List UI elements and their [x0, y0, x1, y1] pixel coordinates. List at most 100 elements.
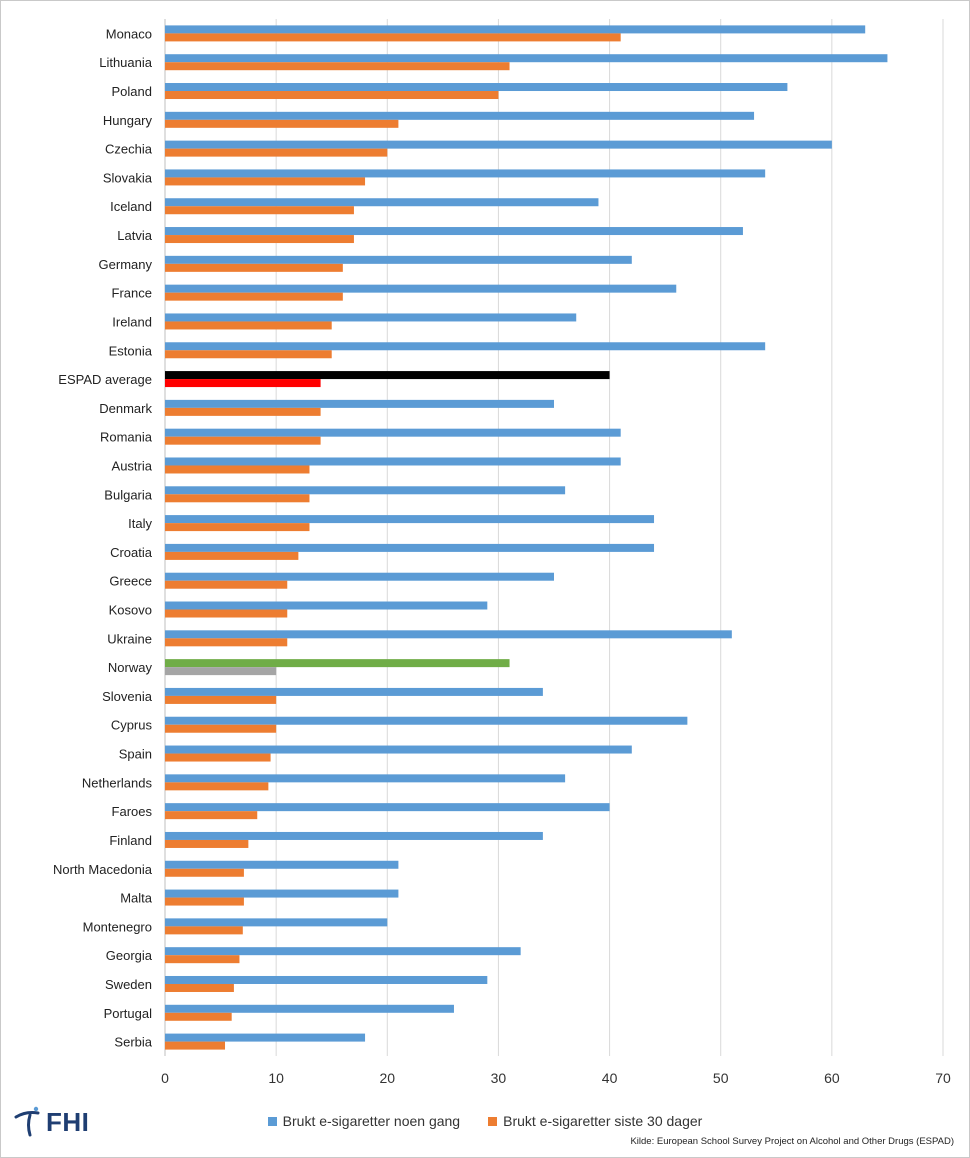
bar-last-30-days [165, 465, 310, 474]
category-label: Spain [119, 747, 152, 762]
category-label: Monaco [106, 26, 152, 41]
category-label: Slovakia [103, 170, 153, 185]
category-label: Netherlands [82, 775, 153, 790]
category-label: Kosovo [109, 603, 152, 618]
bar-ever-used [165, 140, 832, 149]
category-label: Cyprus [111, 718, 153, 733]
category-label: Denmark [99, 401, 152, 416]
category-label: Slovenia [102, 689, 153, 704]
bar-last-30-days [165, 119, 399, 128]
bar-ever-used [165, 313, 577, 322]
category-label: Iceland [110, 199, 152, 214]
bar-ever-used [165, 25, 866, 34]
legend-item-ever-used: Brukt e-sigaretter noen gang [267, 1113, 460, 1129]
category-label: Malta [120, 891, 153, 906]
category-label: Czechia [105, 142, 153, 157]
category-label: Faroes [112, 804, 153, 819]
bar-ever-used [165, 918, 388, 927]
x-tick-label: 70 [935, 1070, 951, 1086]
category-label: Italy [128, 516, 152, 531]
bar-last-30-days [165, 91, 499, 100]
category-label: Norway [108, 660, 153, 675]
bar-last-30-days [165, 580, 288, 589]
bar-ever-used [165, 227, 743, 236]
category-label: France [112, 286, 152, 301]
category-label: Poland [112, 84, 152, 99]
bar-last-30-days [165, 926, 243, 935]
bar-last-30-days [165, 206, 354, 215]
x-tick-label: 10 [268, 1070, 284, 1086]
bar-last-30-days [165, 695, 277, 704]
bar-ever-used [165, 774, 566, 783]
bar-ever-used [165, 198, 599, 207]
bar-last-30-days [165, 523, 310, 532]
bar-last-30-days [165, 551, 299, 560]
x-tick-label: 30 [491, 1070, 507, 1086]
bar-ever-used [165, 659, 510, 668]
bar-last-30-days [165, 753, 271, 762]
legend-swatch-ever-used [267, 1116, 277, 1126]
category-label: Bulgaria [104, 487, 152, 502]
bar-last-30-days [165, 407, 321, 416]
x-tick-label: 20 [379, 1070, 395, 1086]
category-label: Hungary [103, 113, 153, 128]
bar-ever-used [165, 399, 554, 408]
bar-last-30-days [165, 983, 234, 992]
category-label: Romania [100, 430, 153, 445]
source-note: Kilde: European School Survey Project on… [630, 1136, 954, 1147]
bar-ever-used [165, 515, 655, 524]
bar-last-30-days [165, 436, 321, 445]
legend-swatch-last-30-days [488, 1116, 498, 1126]
bar-last-30-days [165, 638, 288, 647]
bar-last-30-days [165, 897, 244, 906]
bar-ever-used [165, 54, 888, 63]
bar-ever-used [165, 83, 788, 92]
legend: Brukt e-sigaretter noen gang Brukt e-sig… [0, 1113, 970, 1129]
bar-ever-used [165, 745, 632, 754]
category-label: ESPAD average [58, 372, 152, 387]
category-label: North Macedonia [53, 862, 153, 877]
category-label: Portugal [104, 1006, 153, 1021]
category-label: Latvia [117, 228, 152, 243]
bar-ever-used [165, 111, 755, 120]
bar-last-30-days [165, 839, 249, 848]
x-tick-label: 50 [713, 1070, 729, 1086]
category-label: Ukraine [107, 631, 152, 646]
bar-ever-used [165, 630, 732, 639]
category-label: Estonia [109, 343, 153, 358]
bar-ever-used [165, 947, 521, 956]
bar-ever-used [165, 889, 399, 898]
category-label: Finland [109, 833, 152, 848]
bar-last-30-days [165, 494, 310, 503]
bar-last-30-days [165, 1041, 226, 1050]
x-tick-label: 60 [824, 1070, 840, 1086]
fhi-logo: FHI [12, 1105, 89, 1139]
bar-ever-used [165, 428, 621, 437]
category-label: Montenegro [83, 919, 152, 934]
category-label: Austria [112, 458, 153, 473]
legend-item-last-30-days: Brukt e-sigaretter siste 30 dager [488, 1113, 702, 1129]
bar-ever-used [165, 572, 554, 581]
bar-ever-used [165, 803, 610, 812]
bar-ever-used [165, 486, 566, 495]
bar-ever-used [165, 169, 766, 178]
category-label: Sweden [105, 977, 152, 992]
bar-ever-used [165, 831, 543, 840]
bar-ever-used [165, 601, 488, 610]
bar-last-30-days [165, 811, 258, 820]
bar-last-30-days [165, 667, 277, 676]
x-tick-label: 40 [602, 1070, 618, 1086]
bar-ever-used [165, 543, 655, 552]
category-label: Georgia [106, 948, 153, 963]
bar-ever-used [165, 284, 677, 293]
bar-last-30-days [165, 609, 288, 618]
bar-ever-used [165, 1033, 366, 1042]
bar-ever-used [165, 687, 543, 696]
bar-last-30-days [165, 724, 277, 733]
bar-last-30-days [165, 868, 244, 877]
fhi-logo-text: FHI [46, 1106, 90, 1137]
bar-last-30-days [165, 782, 269, 791]
bar-last-30-days [165, 235, 354, 244]
bar-last-30-days [165, 292, 343, 301]
